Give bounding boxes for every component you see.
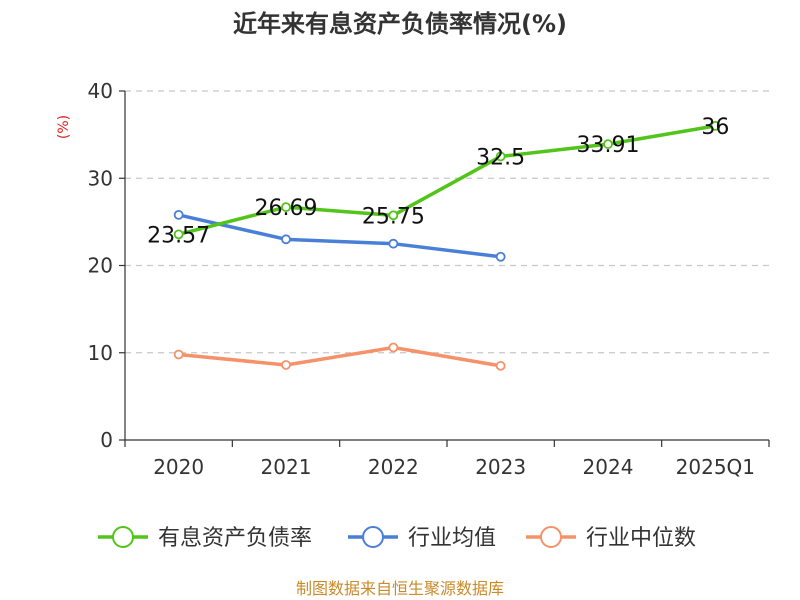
data-point: [388, 342, 399, 353]
legend-marker-icon: [362, 526, 384, 548]
grid-lines: [125, 90, 769, 354]
data-point: [281, 360, 291, 370]
data-point: [281, 202, 291, 213]
data-label: 25.75: [362, 204, 425, 229]
y-tick-label: 20: [88, 254, 113, 278]
legend-marker-icon: [112, 526, 134, 548]
data-point: [495, 360, 506, 371]
y-axis-label: (%): [56, 115, 72, 139]
axes: 0 10 20 30 40 2020 2021 2022 2023 2024 2025Q1: [88, 79, 770, 479]
data-point: [495, 151, 506, 162]
series-lines: [178, 124, 716, 368]
data-point: [388, 238, 399, 249]
data-label: 32.5: [476, 145, 525, 170]
series-line: [178, 345, 501, 368]
legend-item[interactable]: 行业中位数: [526, 526, 696, 551]
series-line: [178, 213, 501, 259]
legend-item[interactable]: 行业均值: [348, 526, 496, 551]
x-tick-label: 2021: [261, 455, 312, 479]
data-labels: 23.57 26.69 25.75 32.5 33.91 36: [147, 115, 729, 248]
y-tick-label: 40: [88, 79, 113, 103]
x-tick-label: 2024: [583, 455, 634, 479]
x-tick-label: 2022: [368, 455, 419, 479]
legend-label: 行业均值: [408, 526, 496, 551]
legend-label: 行业中位数: [586, 526, 696, 551]
data-point: [495, 251, 506, 262]
data-label: 36: [701, 115, 729, 140]
x-tick-label: 2020: [153, 455, 204, 479]
data-source-note: 制图数据来自恒生聚源数据库: [296, 579, 504, 598]
x-tick-label: 2025Q1: [676, 455, 755, 479]
data-point: [173, 349, 184, 360]
data-point: [173, 209, 184, 220]
y-tick-label: 0: [100, 428, 113, 452]
data-label: 26.69: [255, 196, 318, 221]
data-point: [173, 229, 184, 240]
legend-label: 有息资产负债率: [158, 526, 312, 551]
data-label: 33.91: [577, 133, 640, 158]
series-line: [178, 124, 716, 237]
data-points: [173, 121, 721, 371]
legend: 有息资产负债率 行业均值 行业中位数: [98, 526, 696, 551]
y-tick-label: 30: [88, 166, 113, 190]
data-point: [388, 210, 399, 221]
data-point: [603, 139, 613, 150]
chart-title: 近年来有息资产负债率情况(%): [233, 10, 567, 38]
data-label: 23.57: [147, 223, 210, 248]
data-point: [281, 234, 291, 245]
legend-marker-icon: [540, 526, 562, 548]
legend-item[interactable]: 有息资产负债率: [98, 526, 312, 551]
data-point: [710, 121, 721, 131]
x-tick-label: 2023: [475, 455, 526, 479]
y-tick-label: 10: [88, 341, 113, 365]
